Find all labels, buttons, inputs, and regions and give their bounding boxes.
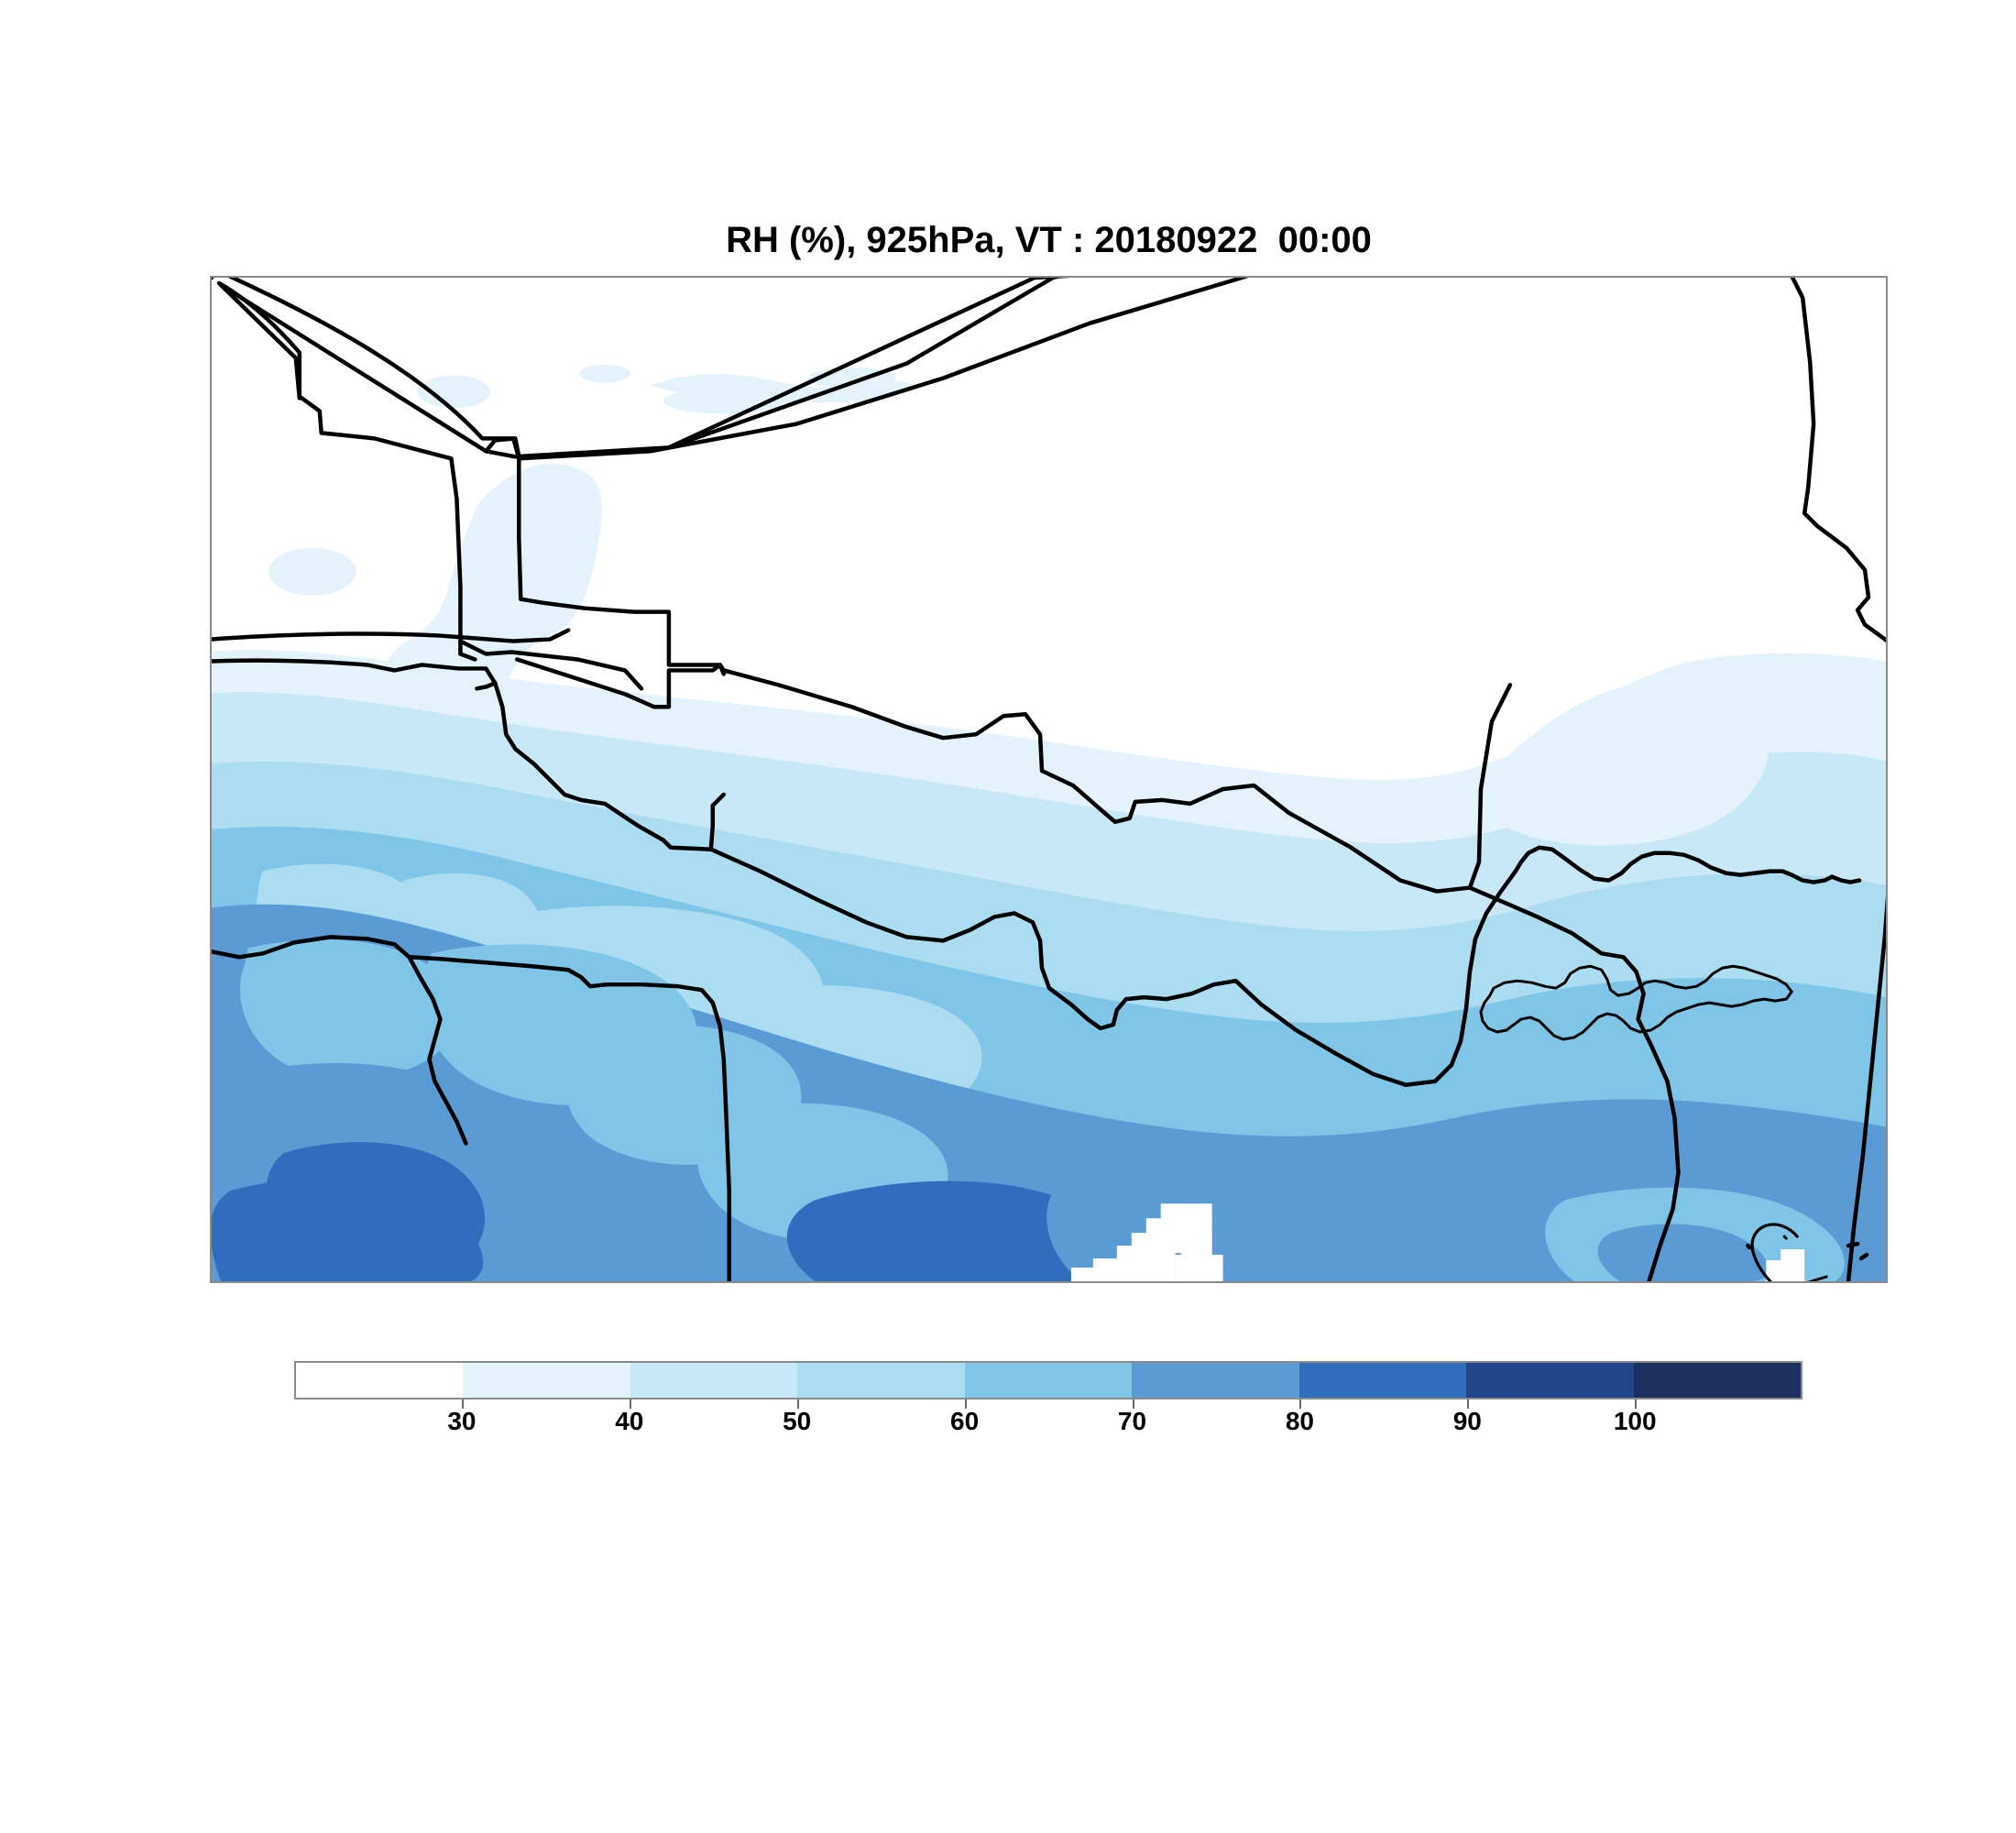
colorbar-segment-70-80 — [1132, 1363, 1299, 1398]
colorbar-segment-60-70 — [964, 1363, 1133, 1398]
tick-x-10 — [1237, 1281, 1239, 1283]
tick-x-6 — [864, 1281, 866, 1283]
colorbar-segment-30-40 — [463, 1363, 630, 1398]
colorbar-label-80: 80 — [1285, 1407, 1314, 1435]
tick-x-0 — [305, 1281, 307, 1283]
tick-x-14 — [1610, 1281, 1612, 1283]
tick-x-16 — [1797, 1281, 1799, 1283]
colorbar-segment-100-110 — [1633, 1363, 1801, 1398]
country-borders — [212, 278, 1886, 1281]
colorbar-segment-40-50 — [630, 1363, 798, 1398]
colorbar-label-50: 50 — [783, 1407, 812, 1435]
tick-x-12 — [1424, 1281, 1426, 1283]
colorbar-label-70: 70 — [1117, 1407, 1147, 1435]
colorbar-label-100: 100 — [1613, 1407, 1657, 1435]
tick-x-4 — [678, 1281, 680, 1283]
colorbar-tick-80 — [1299, 1399, 1302, 1409]
colorbar-label-90: 90 — [1452, 1407, 1482, 1435]
tick-x-8 — [1051, 1281, 1053, 1283]
colorbar-segment-20-30 — [296, 1363, 464, 1398]
page-title: RH (%), 925hPa, VT : 20180922 00:00 — [726, 220, 1372, 260]
colorbar-tick-90 — [1467, 1399, 1470, 1409]
colorbar-segment-50-60 — [797, 1363, 965, 1398]
colorbar-label-40: 40 — [615, 1407, 644, 1435]
colorbar-tick-100 — [1635, 1399, 1638, 1409]
colorbar-segment-90-100 — [1466, 1363, 1634, 1398]
colorbar-segments[interactable] — [294, 1361, 1802, 1399]
colorbar-tick-60 — [964, 1399, 967, 1409]
colorbar-label-30: 30 — [447, 1407, 477, 1435]
colorbar-tick-50 — [796, 1399, 799, 1409]
rh-contour-fill — [212, 278, 1886, 1281]
colorbar-segment-80-90 — [1298, 1363, 1467, 1398]
tick-x-2 — [491, 1281, 493, 1283]
colorbar-tick-30 — [461, 1399, 464, 1409]
colorbar-label-60: 60 — [950, 1407, 980, 1435]
colorbar-tick-70 — [1132, 1399, 1134, 1409]
colorbar-tick-40 — [629, 1399, 631, 1409]
map-plot-area[interactable]: 12°N 14°N 16°N 18°N 20°N 22°N 0° 2°E 4°E… — [210, 276, 1888, 1283]
colorbar[interactable]: 30 40 50 60 70 80 90 100 — [294, 1361, 1802, 1435]
